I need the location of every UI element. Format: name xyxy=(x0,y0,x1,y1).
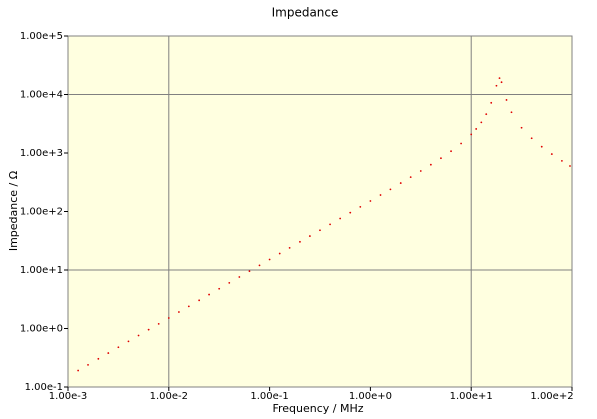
data-point xyxy=(77,369,80,372)
data-point xyxy=(319,229,321,232)
data-point xyxy=(369,200,372,202)
data-point xyxy=(137,334,140,337)
data-point xyxy=(178,311,180,313)
data-point xyxy=(495,84,498,87)
data-point xyxy=(198,299,201,302)
data-point xyxy=(389,188,392,191)
data-point xyxy=(550,153,553,155)
y-tick-label: 1.00e+4 xyxy=(20,90,63,101)
data-point xyxy=(409,176,412,179)
data-point xyxy=(278,252,281,255)
data-point xyxy=(500,81,503,84)
x-tick-label: 1.00e-1 xyxy=(250,391,288,402)
chart-title: Impedance xyxy=(272,6,339,20)
data-point xyxy=(475,128,478,130)
data-point xyxy=(349,211,352,214)
data-point xyxy=(450,150,452,153)
x-tick-label: 1.00e+0 xyxy=(349,391,392,402)
data-point xyxy=(87,363,89,366)
data-point xyxy=(157,322,160,325)
data-point xyxy=(218,287,221,290)
y-tick-label: 1.00e+0 xyxy=(20,324,63,335)
data-point xyxy=(540,145,543,148)
data-point xyxy=(505,99,508,101)
data-point xyxy=(258,264,261,267)
x-tick-label: 1.00e+1 xyxy=(450,391,493,402)
data-point xyxy=(470,133,473,136)
data-point xyxy=(117,346,120,349)
y-tick-label: 1.00e+3 xyxy=(20,148,63,159)
data-point xyxy=(429,163,432,166)
data-point xyxy=(228,281,231,284)
data-point xyxy=(339,217,342,220)
data-point xyxy=(510,111,513,114)
data-point xyxy=(399,182,402,184)
data-point xyxy=(299,240,301,243)
data-point xyxy=(530,137,533,140)
data-point xyxy=(238,276,241,278)
data-point xyxy=(308,235,311,237)
y-tick-label: 1.00e+5 xyxy=(20,31,63,42)
y-tick-label: 1.00e-1 xyxy=(25,382,63,393)
plot-area xyxy=(68,36,572,387)
data-point xyxy=(419,170,422,172)
x-tick-label: 1.00e-2 xyxy=(150,391,188,402)
data-point xyxy=(329,223,331,226)
data-point xyxy=(485,113,488,116)
data-point xyxy=(127,340,130,343)
data-point xyxy=(490,101,493,104)
y-tick-label: 1.00e+1 xyxy=(20,265,63,276)
data-point xyxy=(248,270,251,273)
data-point xyxy=(480,121,483,124)
x-tick-label: 1.00e-3 xyxy=(49,391,87,402)
data-point xyxy=(288,246,291,249)
x-axis-label: Frequency / MHz xyxy=(272,402,363,415)
data-point xyxy=(379,194,382,196)
x-tick-label: 1.00e+2 xyxy=(530,391,573,402)
data-point xyxy=(187,305,190,308)
data-point xyxy=(561,159,563,162)
data-point xyxy=(107,352,110,354)
data-point xyxy=(520,126,523,129)
data-point xyxy=(97,357,100,360)
data-point xyxy=(460,142,463,145)
data-point xyxy=(167,317,170,319)
data-point xyxy=(359,205,362,208)
data-point xyxy=(569,165,571,167)
data-point xyxy=(208,293,210,296)
data-point xyxy=(268,258,271,261)
y-tick-label: 1.00e+2 xyxy=(20,207,63,218)
data-point xyxy=(440,157,442,160)
y-axis-label: Impedance / Ω xyxy=(7,171,20,251)
data-point xyxy=(147,328,150,331)
data-point xyxy=(498,77,501,80)
